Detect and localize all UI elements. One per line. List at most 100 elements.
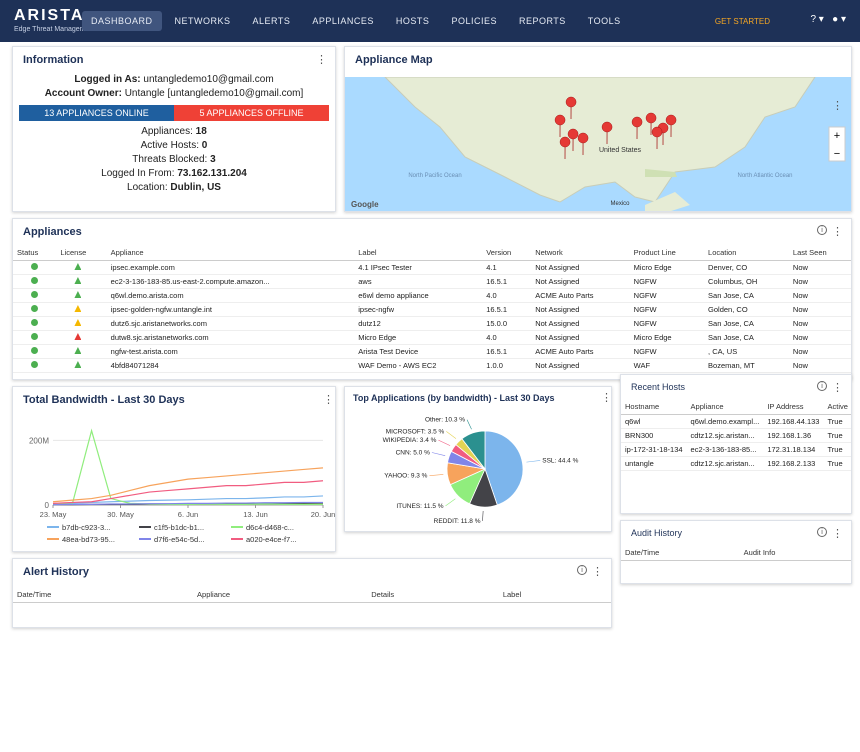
stat-value: 18 — [195, 126, 207, 137]
panel-title: Appliances — [23, 226, 82, 238]
zoom-out[interactable]: − — [834, 148, 840, 160]
column-header: Version — [482, 245, 532, 261]
map[interactable]: North Pacific Ocean United States Mexico… — [345, 77, 852, 212]
panel-title: Audit History — [631, 528, 683, 538]
nav-item[interactable]: APPLIANCES — [312, 16, 374, 26]
nav-item[interactable]: ALERTS — [252, 16, 291, 26]
row[interactable]: q6wl.demo.arista.com e6wl demo appliance 4… — [13, 288, 851, 303]
menu[interactable]: ⋮ — [316, 54, 327, 66]
info-button[interactable]: i — [817, 527, 827, 537]
pie-slice[interactable] — [484, 430, 524, 506]
alert-table: Date/Time Appliance Details Label — [13, 587, 611, 603]
nav-item[interactable]: NETWORKS — [174, 16, 231, 26]
nav-item[interactable]: POLICIES — [451, 16, 497, 26]
cell: WAF — [629, 358, 705, 373]
cell: dutz6.sjc.aristanetworks.com — [106, 316, 355, 331]
info-button[interactable]: i — [577, 565, 587, 575]
cell: True — [823, 428, 851, 443]
get-started[interactable]: GET STARTED — [714, 17, 770, 26]
cell: True — [823, 442, 851, 457]
row[interactable]: untangle cdtz12.sjc.aristan... 192.168.2.1… — [621, 456, 851, 471]
logged-in: Logged in As: untangledemo10@gmail.com — [13, 73, 335, 87]
legend-label[interactable]: d7f6-e54c-5d... — [154, 535, 204, 544]
menu[interactable]: ⋮ — [323, 394, 334, 406]
menu[interactable]: ⋮ — [832, 528, 843, 540]
license-icon — [74, 319, 82, 326]
menu[interactable]: ⋮ — [832, 100, 843, 112]
map-panel: Appliance Map North Pacific Ocean United… — [344, 46, 852, 212]
y-tick-label: 200M — [29, 436, 49, 445]
info-button[interactable]: i — [817, 381, 827, 391]
y-tick-label: 0 — [45, 501, 50, 510]
cell: 192.168.44.133 — [763, 414, 824, 429]
row[interactable]: dutw8.sjc.aristanetworks.com Micro Edge 4.… — [13, 330, 851, 345]
zoom-control[interactable] — [828, 126, 846, 162]
menu[interactable]: ⋮ — [601, 392, 612, 404]
row[interactable]: ipsec.example.com 4.1 IPsec Tester 4.1 Not … — [13, 260, 851, 275]
cell: ipsec.example.com — [106, 260, 355, 275]
panel-title: Information — [23, 54, 84, 66]
cell: aws — [354, 274, 483, 289]
row[interactable]: dutz6.sjc.aristanetworks.com dutz12 15.0.0… — [13, 316, 851, 331]
column-header: Active — [823, 399, 851, 415]
cell: Not Assigned — [531, 302, 630, 317]
table-wrap: Status License Appliance Label Version Networ… — [13, 245, 851, 373]
row[interactable]: ip-172-31-18-134 ec2-3-136-183-85... 172.3… — [621, 442, 851, 457]
column-header: Audit Info — [739, 545, 851, 561]
row[interactable]: 4bfd84071284 WAF Demo - AWS EC2 1.0.0 Not A… — [13, 358, 851, 373]
legend-label[interactable]: b7db-c923-3... — [62, 523, 110, 532]
cell: 192.168.2.133 — [763, 456, 824, 471]
row[interactable]: ipsec-golden-ngfw.untangle.int ipsec-ngfw… — [13, 302, 851, 317]
leader-line — [482, 510, 484, 521]
cell: ec2-3-136-183-85... — [686, 442, 764, 457]
cell: ngfw-test.arista.com — [106, 344, 355, 359]
legend-label[interactable]: c1f5-b1dc-b1... — [154, 523, 204, 532]
row[interactable]: BRN300 cdtz12.sjc.aristan... 192.168.1.36 T… — [621, 428, 851, 443]
cell: True — [823, 414, 851, 429]
recent-hosts-panel: Recent Hosts i ⋮ Hostname Appliance IP Add… — [620, 374, 852, 514]
status-bar: 13 APPLIANCES ONLINE 5 APPLIANCES OFFLIN… — [19, 105, 329, 121]
legend-label[interactable]: a020-e4ce-f7... — [246, 535, 296, 544]
column-header: Appliance — [193, 587, 368, 603]
menu[interactable]: ⋮ — [832, 382, 843, 394]
panel-title: Recent Hosts — [631, 382, 686, 392]
cell: 16.5.1 — [482, 274, 532, 289]
nav-item[interactable]: HOSTS — [395, 16, 430, 26]
cell: Arista Test Device — [354, 344, 483, 359]
cell: San Jose, CA — [704, 330, 789, 345]
column-header: IP Address — [763, 399, 824, 415]
status-cell — [13, 260, 57, 275]
row[interactable]: ec2-3-136-183-85.us-east-2.compute.amazo… — [13, 274, 851, 289]
status-cell — [13, 316, 57, 331]
menu[interactable]: ⋮ — [832, 226, 843, 238]
menu[interactable]: ⋮ — [592, 566, 603, 578]
cell: NGFW — [629, 316, 705, 331]
cell: Not Assigned — [531, 330, 630, 345]
row[interactable]: q6wl q6wl.demo.exampl... 192.168.44.133 Tru… — [621, 414, 851, 429]
nav-item[interactable]: TOOLS — [587, 16, 621, 26]
cell: Micro Edge — [629, 260, 705, 275]
cell: q6wl.demo.exampl... — [686, 414, 764, 429]
header-icons[interactable]: ? ▾ ● ▾ — [810, 14, 846, 25]
pie-slice[interactable] — [461, 430, 486, 471]
legend-label[interactable]: 48ea-bd73-95... — [62, 535, 115, 544]
row[interactable]: ngfw-test.arista.com Arista Test Device 16… — [13, 344, 851, 359]
cell: True — [823, 456, 851, 471]
license-cell — [56, 316, 107, 331]
data-label: ITUNES: 11.5 % — [396, 503, 443, 510]
nav-item[interactable]: REPORTS — [518, 16, 566, 26]
info-button[interactable]: i — [817, 225, 827, 235]
nav-item[interactable]: DASHBOARD — [82, 11, 162, 31]
legend-label[interactable]: d6c4-d468-c... — [246, 523, 294, 532]
cell: Now — [788, 288, 851, 303]
stat-label: Logged In From: — [101, 168, 175, 179]
offline[interactable]: 5 APPLIANCES OFFLINE — [174, 105, 329, 121]
online[interactable]: 13 APPLIANCES ONLINE — [19, 105, 174, 121]
zoom-in[interactable]: + — [834, 130, 840, 142]
column-header: Product Line — [629, 245, 705, 261]
x-tick-label: 23. May — [40, 510, 67, 519]
stat-value: 0 — [201, 140, 208, 151]
cell: NGFW — [629, 302, 705, 317]
series-line — [52, 480, 324, 504]
appliances-panel: Appliances i ⋮ Status License Appliance Lab… — [12, 218, 852, 380]
